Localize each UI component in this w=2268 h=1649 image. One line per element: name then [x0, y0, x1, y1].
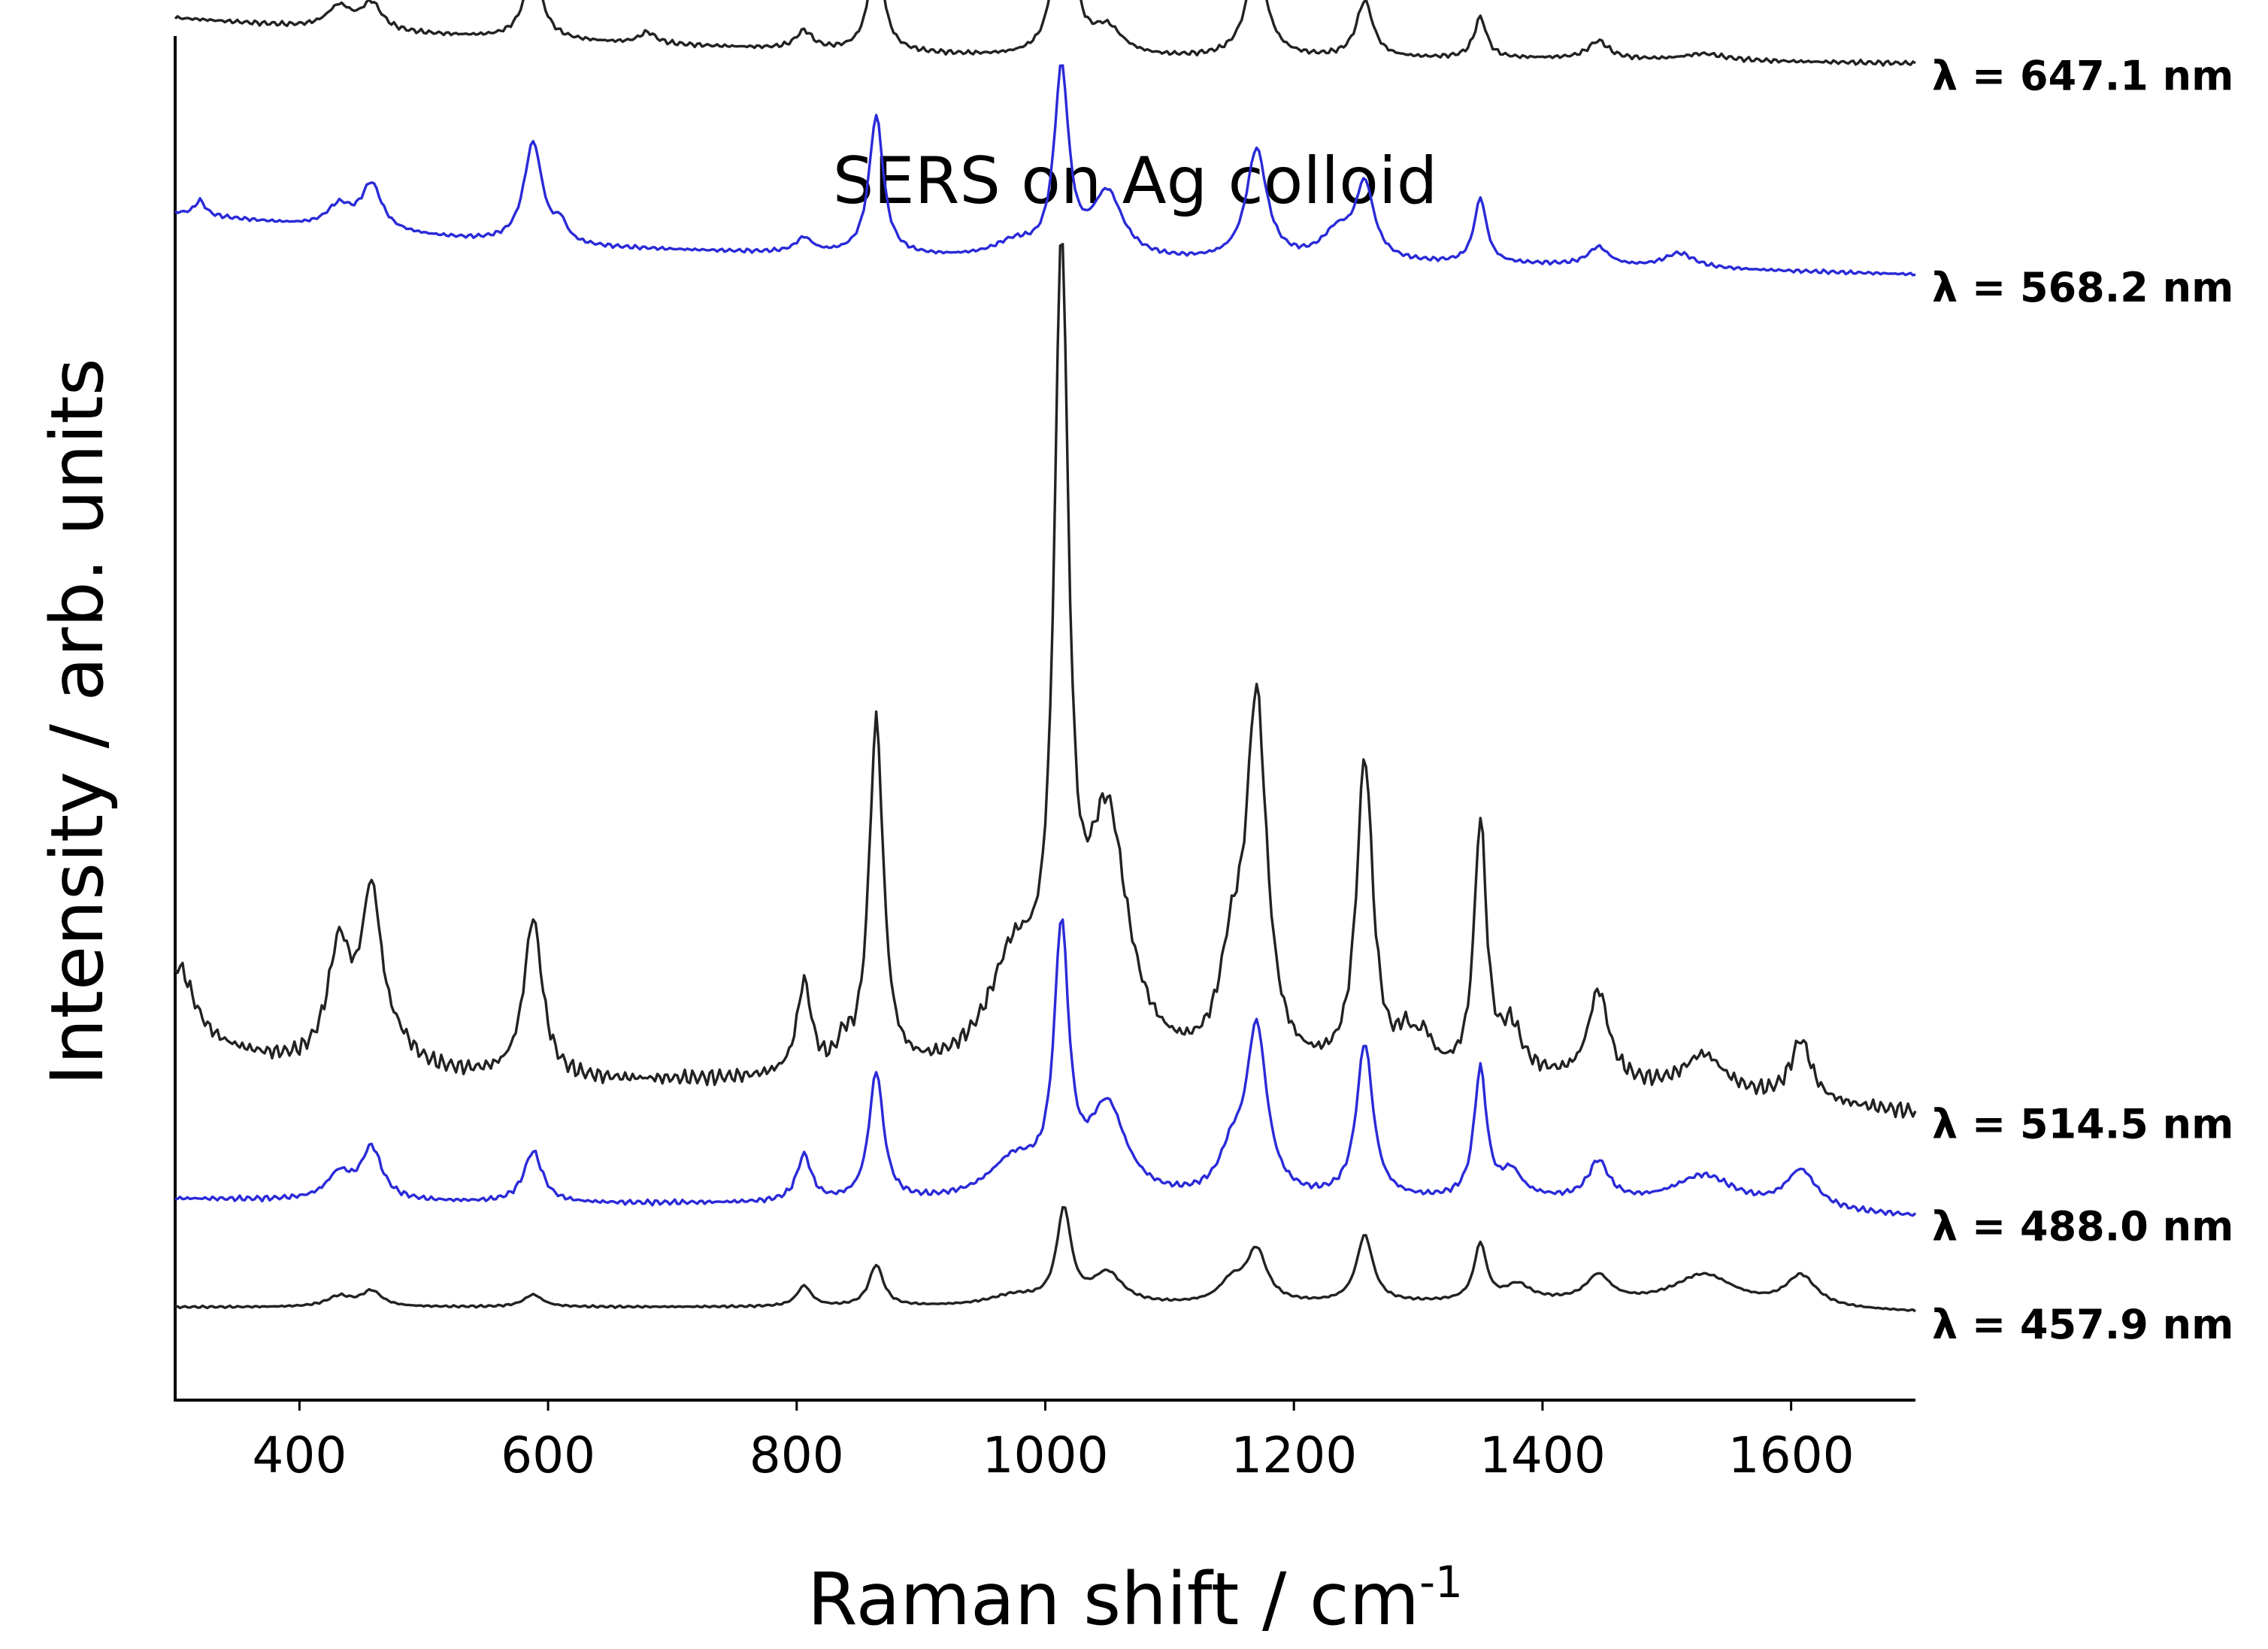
x-tick-label-1400: 1400	[1479, 1426, 1606, 1484]
x-tick-label-800: 800	[749, 1426, 844, 1484]
x-axis-label-text: Raman shift / cm	[807, 1557, 1419, 1641]
series-line-1	[174, 64, 1916, 277]
series-label-1: λ = 568.2 nm	[1932, 264, 2233, 311]
series-line-3	[174, 918, 1917, 1217]
series-line-2	[174, 243, 1917, 1119]
series-label-2: λ = 514.5 nm	[1932, 1101, 2233, 1148]
chart-title: SERS on Ag colloid	[833, 144, 1438, 219]
series-labels: λ = 647.1 nm λ = 568.2 nm λ = 514.5 nm λ = …	[1932, 53, 2233, 1348]
series-label-3: λ = 488.0 nm	[1932, 1202, 2233, 1250]
y-axis-label: Intensity / arb. units	[35, 358, 120, 1086]
series-label-0: λ = 647.1 nm	[1932, 53, 2233, 100]
x-tick-label-1600: 1600	[1728, 1426, 1855, 1484]
series-group	[174, 0, 1917, 1313]
x-tick-label-400: 400	[252, 1426, 347, 1484]
series-line-0	[174, 0, 1916, 67]
series-line-4	[174, 1205, 1916, 1313]
x-axis-label: Raman shift / cm-1	[807, 1557, 1463, 1641]
x-ticks: 400 600 800 1000 1200 1400 1600	[252, 1400, 1855, 1484]
series-label-4: λ = 457.9 nm	[1932, 1301, 2233, 1348]
x-tick-label-1200: 1200	[1231, 1426, 1357, 1484]
x-axis-label-superscript: -1	[1419, 1557, 1463, 1608]
x-tick-label-600: 600	[501, 1426, 595, 1484]
x-tick-label-1000: 1000	[983, 1426, 1109, 1484]
